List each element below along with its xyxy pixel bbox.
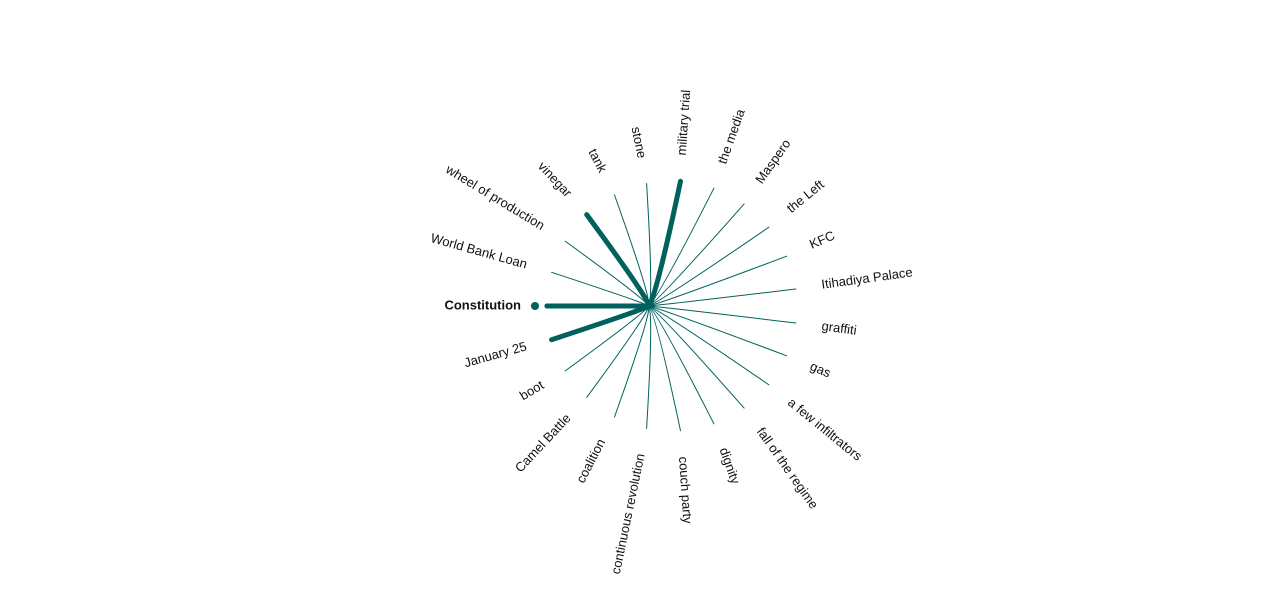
- edge: [546, 305, 770, 386]
- node-label[interactable]: a few infiltrators: [785, 395, 865, 464]
- node-label[interactable]: Itihadiya Palace: [820, 264, 913, 291]
- edge: [546, 305, 797, 324]
- node-label[interactable]: boot: [517, 377, 547, 403]
- node-label[interactable]: Maspero: [752, 136, 793, 186]
- selected-node-label[interactable]: Constitution: [444, 297, 521, 312]
- highlighted-edge: [544, 303, 651, 343]
- edge: [546, 305, 681, 432]
- node-label[interactable]: wheel of production: [442, 161, 547, 233]
- node-label[interactable]: gas: [808, 358, 834, 380]
- selected-node-dot: [531, 302, 539, 310]
- node-label[interactable]: coalition: [573, 436, 608, 485]
- node-label[interactable]: graffiti: [821, 318, 858, 338]
- node-label[interactable]: couch party: [676, 456, 696, 525]
- node-label[interactable]: stone: [629, 125, 650, 159]
- node-label[interactable]: tank: [585, 146, 610, 175]
- edge: [546, 305, 715, 425]
- node-label[interactable]: vinegar: [535, 159, 576, 201]
- node-label[interactable]: World Bank Loan: [429, 230, 529, 271]
- edge: [546, 305, 745, 409]
- edge: [546, 203, 745, 307]
- node-label[interactable]: fall of the regime: [754, 424, 822, 511]
- edge: [546, 288, 797, 307]
- node-label[interactable]: KFC: [807, 228, 837, 252]
- edge: [546, 240, 649, 307]
- node-label[interactable]: the media: [715, 106, 749, 166]
- edge: [546, 226, 770, 307]
- node-label[interactable]: January 25: [462, 338, 528, 370]
- node-label[interactable]: continuous revolution: [608, 452, 648, 575]
- edge: [546, 187, 715, 307]
- node-label[interactable]: Camel Battle: [512, 411, 574, 476]
- edges: [544, 178, 797, 432]
- edge: [546, 255, 788, 307]
- node-label[interactable]: military trial: [674, 89, 693, 156]
- node-label[interactable]: the Left: [784, 176, 827, 215]
- highlighted-edge: [544, 178, 683, 309]
- edge: [546, 194, 650, 307]
- node-label[interactable]: dignity: [717, 445, 744, 486]
